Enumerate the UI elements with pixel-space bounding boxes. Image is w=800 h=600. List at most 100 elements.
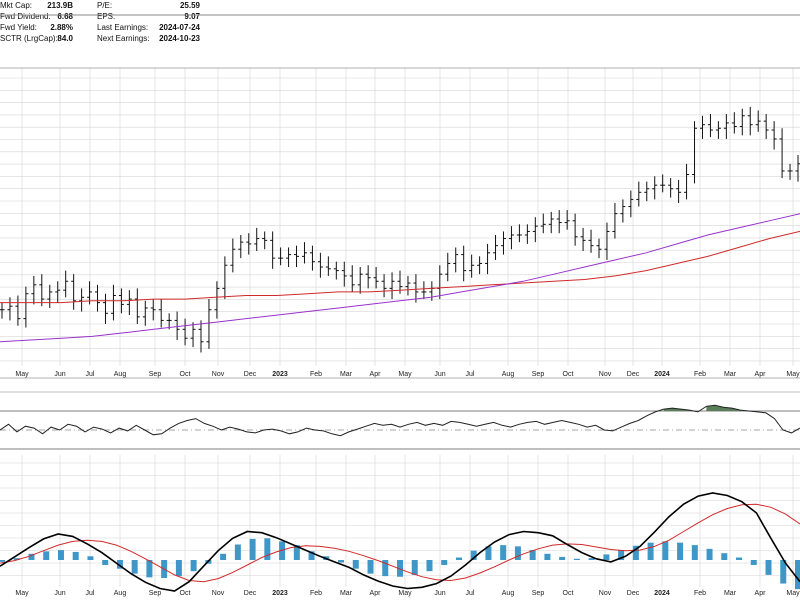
x-axis-tick-label: Sep — [149, 590, 162, 597]
macd-histogram-bar — [146, 560, 153, 578]
label-last-earnings: Last Earnings: — [97, 23, 149, 32]
x-axis-tick-label: Oct — [563, 371, 574, 378]
macd-histogram-bar — [780, 560, 787, 584]
macd-histogram-bar — [691, 545, 698, 560]
macd-histogram-bar — [57, 550, 64, 560]
label-sctr: SCTR (LrgCap): — [0, 34, 58, 43]
x-axis-tick-label: 2023 — [272, 371, 288, 378]
macd-histogram-bar — [662, 541, 669, 560]
rsi-line — [0, 404, 800, 437]
macd-histogram-bar — [249, 538, 256, 560]
macd-histogram-bar — [220, 553, 227, 560]
macd-histogram-bar — [795, 560, 800, 590]
macd-histogram-bar — [736, 557, 743, 560]
x-axis-tick-label: Jun — [434, 371, 445, 378]
x-axis-tick-label: Jul — [466, 590, 475, 597]
x-axis-tick-label: Oct — [563, 590, 574, 597]
macd-histogram-bar — [308, 551, 315, 560]
x-axis-tick-label: Jun — [54, 590, 65, 597]
x-axis-tick-label: 2024 — [654, 371, 670, 378]
x-axis-tick-label: Nov — [212, 590, 225, 597]
x-axis-tick-label: Dec — [627, 371, 640, 378]
macd-histogram-bar — [618, 550, 625, 560]
x-axis-tick-label: Apr — [755, 590, 767, 597]
x-axis-tick-label: Oct — [180, 371, 191, 378]
macd-histogram-bar — [603, 554, 610, 560]
macd-histogram-bar — [721, 553, 728, 560]
label-next-earnings: Next Earnings: — [97, 34, 150, 43]
macd-histogram-bar — [485, 546, 492, 560]
rsi-overbought-fill — [706, 405, 741, 411]
x-axis-tick-label: Feb — [310, 590, 322, 597]
x-axis-tick-label: Mar — [724, 590, 737, 597]
macd-histogram-bar — [750, 560, 757, 565]
macd-histogram-bar — [382, 560, 389, 577]
value-fwd-dividend: 6.68 — [57, 12, 73, 21]
macd-histogram-bar — [0, 560, 5, 562]
x-axis-tick-label: May — [786, 590, 800, 597]
x-axis-tick-label: Feb — [694, 590, 706, 597]
x-axis-tick-label: Mar — [724, 371, 737, 378]
rsi-panel — [0, 404, 800, 437]
x-axis-tick-label: Aug — [502, 371, 515, 378]
x-axis-tick-label: Mar — [340, 371, 353, 378]
x-axis-labels: May Jun Jul Aug Sep Oct Nov Dec 2023 Feb Mar Apr May… — [15, 371, 800, 597]
macd-histogram-bar — [397, 560, 403, 577]
macd-histogram-bar — [765, 560, 772, 575]
label-fwd-dividend: Fwd Dividend: — [0, 12, 51, 21]
macd-histogram-bar — [264, 538, 271, 560]
x-axis-tick-label: Dec — [244, 371, 257, 378]
macd-histogram-bar — [72, 551, 79, 560]
macd-histogram-bar — [293, 545, 300, 560]
value-last-earnings: 2024-07-24 — [159, 23, 200, 32]
x-axis-tick-label: Nov — [212, 371, 225, 378]
macd-histogram-bar — [529, 550, 536, 560]
macd-histogram-bar — [441, 560, 448, 565]
moving-average-slow-line — [0, 213, 800, 343]
value-next-earnings: 2024-10-23 — [159, 34, 200, 43]
macd-histogram-bar — [116, 560, 123, 569]
value-fwd-yield: 2.88% — [50, 23, 73, 32]
value-mkt-cap: 213.9B — [47, 1, 73, 10]
macd-histogram-bar — [13, 558, 20, 560]
macd-histogram-bar — [677, 542, 684, 560]
macd-histogram-bar — [28, 553, 35, 560]
macd-histogram-bar — [470, 550, 477, 560]
macd-histogram-bar — [706, 548, 713, 560]
moving-average-fast-line — [0, 230, 800, 304]
label-pe: P/E: — [97, 1, 113, 10]
macd-histogram-bar — [190, 560, 197, 572]
x-axis-tick-label: Jul — [86, 590, 95, 597]
x-axis-tick-label: Mar — [340, 590, 353, 597]
macd-histogram-bar — [367, 560, 374, 574]
macd-histogram-bar — [43, 551, 50, 560]
macd-histogram-bar — [234, 544, 241, 560]
macd-line — [0, 492, 800, 592]
x-axis-tick-label: 2023 — [272, 590, 288, 597]
x-axis-tick-label: May — [398, 590, 412, 597]
macd-signal-line — [0, 503, 800, 583]
x-axis-tick-label: Nov — [599, 371, 612, 378]
x-axis-tick-label: Sep — [149, 371, 162, 378]
label-mkt-cap: Mkt Cap: — [0, 1, 33, 10]
macd-histogram-bar — [175, 560, 182, 577]
value-pe: 25.59 — [179, 1, 200, 10]
macd-histogram-bar — [544, 553, 551, 560]
x-axis-tick-label: Oct — [180, 590, 191, 597]
macd-histogram-bar — [426, 560, 433, 572]
x-axis-tick-label: May — [786, 371, 800, 378]
macd-histogram-bar — [87, 556, 94, 560]
x-axis-tick-label: Nov — [599, 590, 612, 597]
macd-histogram-bar — [588, 558, 595, 560]
x-axis-tick-label: Aug — [114, 371, 127, 378]
x-axis-tick-label: Sep — [532, 590, 545, 597]
fundamentals-header: Mkt Cap: 213.9B Fwd Dividend: 6.68 Fwd Y… — [0, 0, 800, 68]
x-axis-tick-label: Sep — [532, 371, 545, 378]
x-axis-tick-label: Feb — [694, 371, 706, 378]
x-axis-tick-label: May — [398, 371, 412, 378]
macd-panel — [0, 492, 800, 592]
x-axis-tick-label: Apr — [370, 371, 382, 378]
macd-histogram-bar — [647, 542, 654, 560]
macd-histogram-bar — [411, 560, 418, 575]
